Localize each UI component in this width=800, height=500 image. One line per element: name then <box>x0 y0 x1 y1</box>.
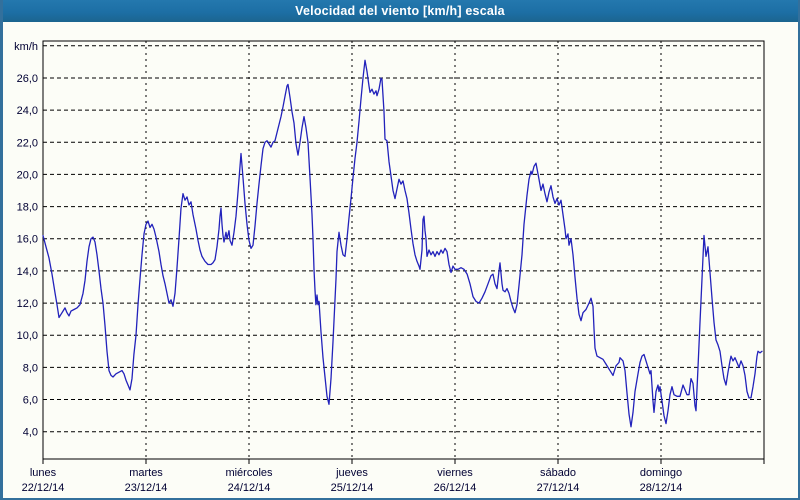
y-tick-label: 12,0 <box>17 298 38 310</box>
y-tick-label: 18,0 <box>17 202 38 214</box>
y-tick-label: 14,0 <box>17 266 38 278</box>
x-tick-label-date: 28/12/14 <box>640 482 683 494</box>
x-tick-label-date: 26/12/14 <box>434 482 477 494</box>
chart-title: Velocidad del viento [km/h] escala <box>295 4 505 18</box>
y-tick-label: 20,0 <box>17 169 38 181</box>
x-tick-label-day: miércoles <box>225 467 273 479</box>
y-axis-unit-label: km/h <box>14 41 38 53</box>
x-tick-label-date: 27/12/14 <box>537 482 580 494</box>
y-tick-label: 8,0 <box>23 362 38 374</box>
y-tick-label: 4,0 <box>23 427 38 439</box>
x-tick-label-day: martes <box>129 467 163 479</box>
x-tick-label-day: lunes <box>30 467 57 479</box>
y-tick-label: 6,0 <box>23 395 38 407</box>
x-tick-label-date: 22/12/14 <box>22 482 65 494</box>
y-tick-label: 10,0 <box>17 330 38 342</box>
wind-speed-chart: km/h 26,0 24,0 22,0 20,0 18,0 16,0 14,0 12,0 10,0… <box>14 40 765 494</box>
x-tick-label-date: 23/12/14 <box>125 482 168 494</box>
x-tick-label-date: 24/12/14 <box>228 482 271 494</box>
wind-speed-line <box>42 59 763 428</box>
x-tick-label-day: jueves <box>335 467 368 479</box>
y-tick-label: 26,0 <box>17 73 38 85</box>
title-bar: Velocidad del viento [km/h] escala <box>3 0 798 22</box>
y-tick-label: 16,0 <box>17 234 38 246</box>
x-tick-label-day: sábado <box>540 467 576 479</box>
y-tick-label: 22,0 <box>17 137 38 149</box>
x-tick-label-day: viernes <box>437 467 473 479</box>
axis-frame <box>42 40 765 460</box>
y-tick-label: 24,0 <box>17 105 38 117</box>
x-tick-label-day: domingo <box>640 467 682 479</box>
x-tick-label-date: 25/12/14 <box>331 482 374 494</box>
